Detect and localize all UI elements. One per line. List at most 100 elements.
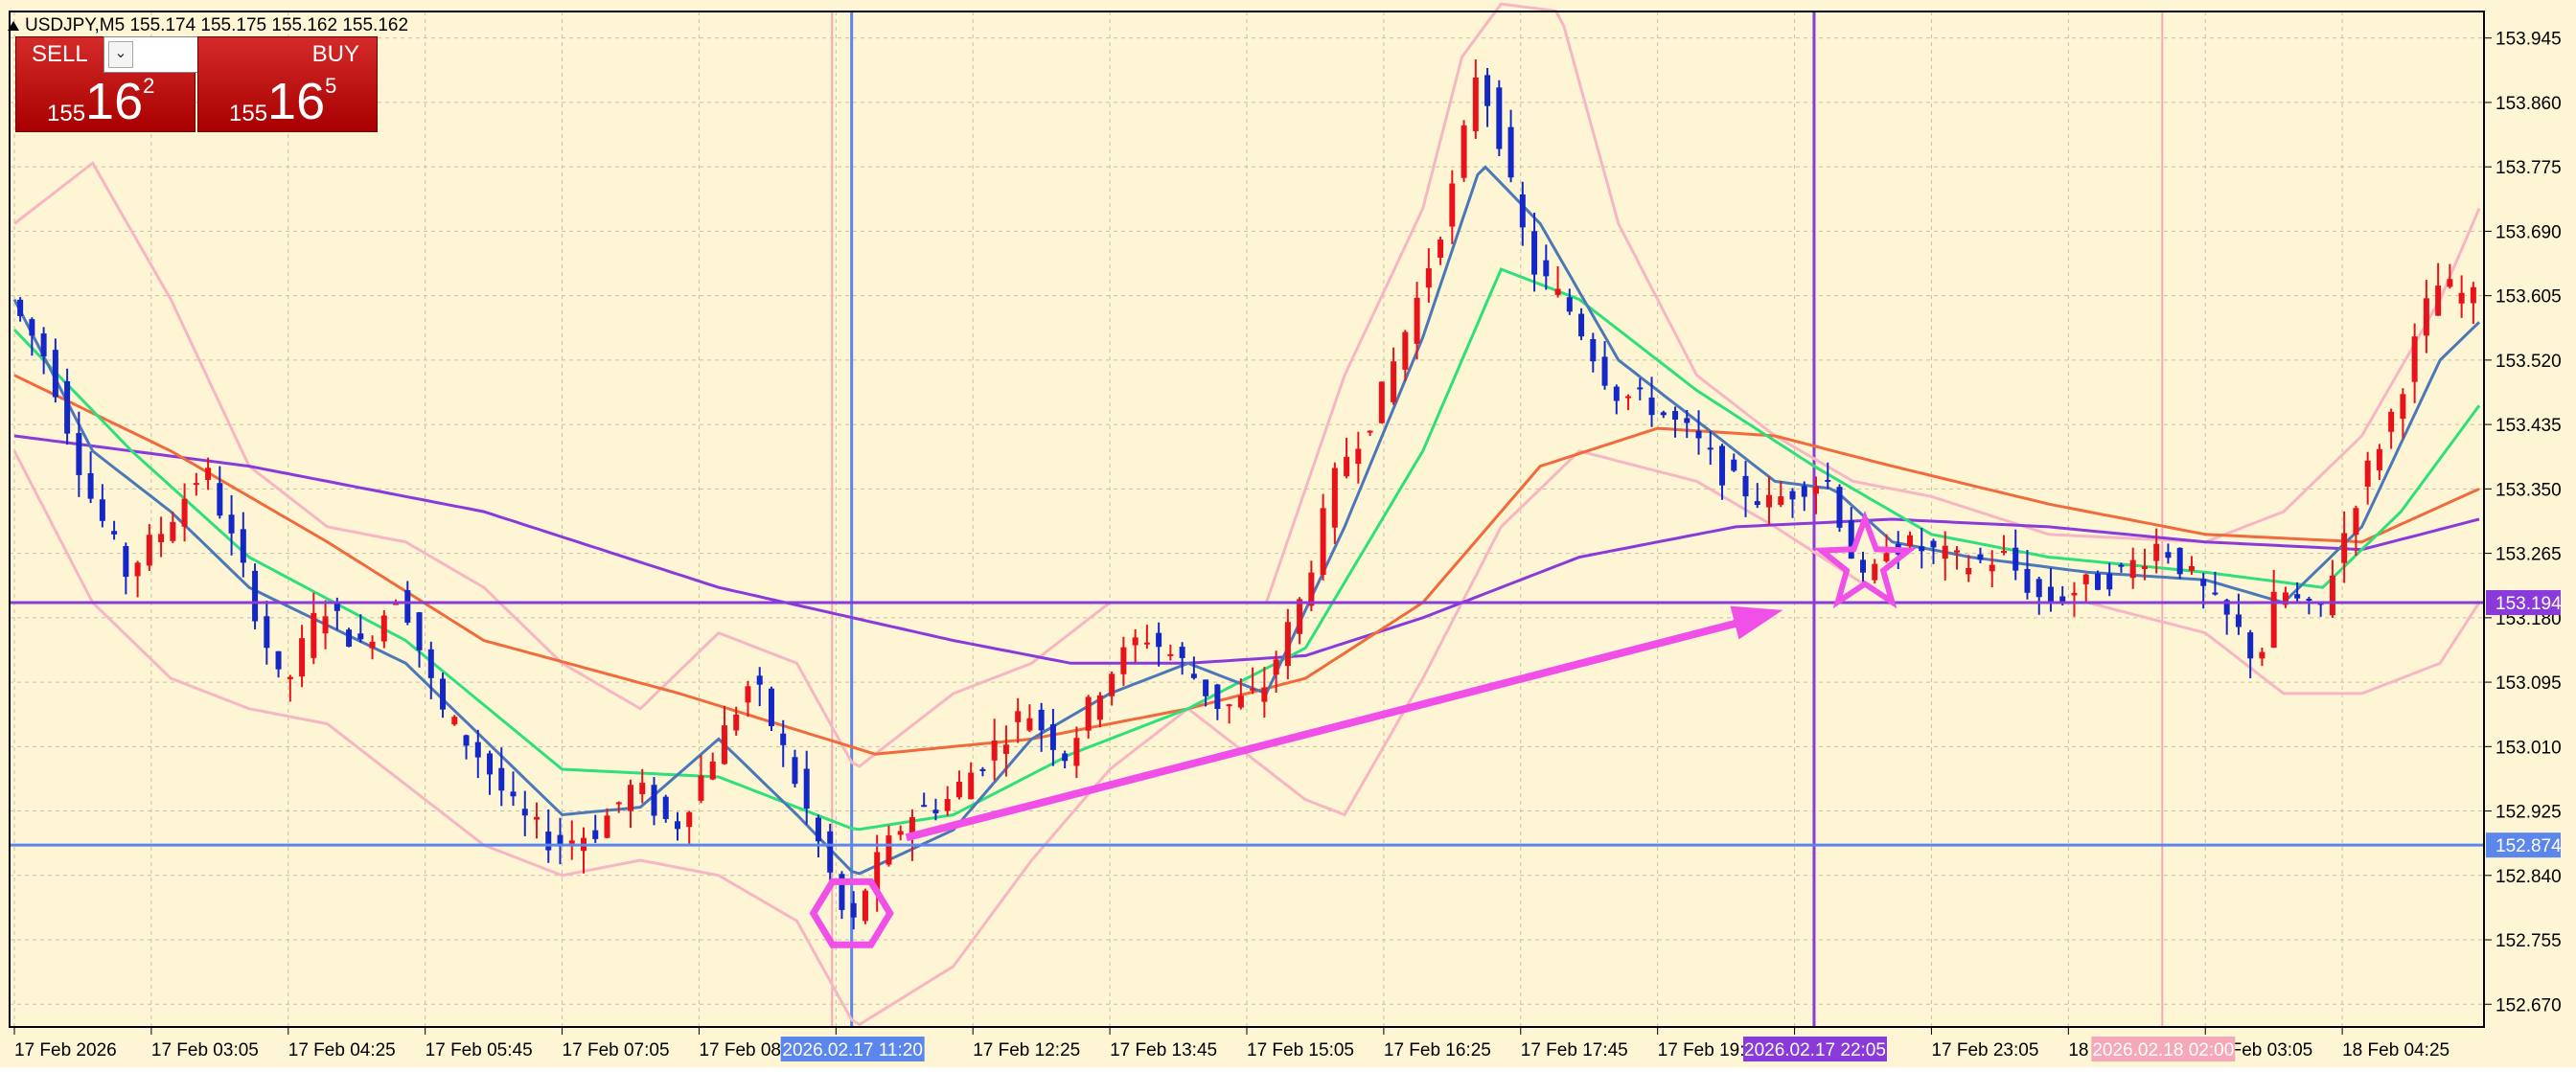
candle <box>1625 394 1632 411</box>
buy-button[interactable]: BUY 155165 <box>197 36 378 132</box>
sell-label: SELL <box>32 41 88 67</box>
candle <box>733 706 740 736</box>
candle <box>1707 431 1714 466</box>
candle <box>510 771 517 807</box>
candle-body <box>40 333 47 357</box>
candle-body <box>1989 564 1995 572</box>
candle <box>2223 598 2230 635</box>
candle <box>217 466 223 519</box>
candle-body <box>416 612 423 650</box>
candle-body <box>815 817 821 842</box>
candle-body <box>322 616 329 634</box>
candle <box>1989 550 1995 588</box>
candle-body <box>463 735 470 746</box>
candle-body <box>193 483 199 486</box>
buy-quote: 155165 <box>229 74 336 127</box>
candle-body <box>440 678 447 710</box>
candle-body <box>1742 475 1749 497</box>
candle <box>991 718 998 781</box>
y-tick-label: 153.945 <box>2496 30 2562 50</box>
candle-body <box>287 676 293 679</box>
candle-body <box>2259 651 2266 659</box>
candle <box>99 484 105 528</box>
candle <box>721 705 727 765</box>
candle-body <box>1261 687 1268 702</box>
candle <box>1531 213 1538 292</box>
candle <box>2458 275 2465 318</box>
candle-body <box>1120 647 1127 674</box>
candle <box>440 673 447 718</box>
candle-body <box>1331 468 1338 528</box>
candle-body <box>1484 75 1491 106</box>
candle <box>792 749 798 787</box>
candle-body <box>803 768 810 810</box>
y-tick-label: 152.925 <box>2496 803 2562 823</box>
candle <box>1179 642 1185 675</box>
candle-body <box>1226 704 1232 707</box>
candle <box>380 610 387 649</box>
y-tick-label: 153.860 <box>2496 94 2562 114</box>
candle-body <box>709 761 716 780</box>
axes: 153.945 153.860 153.775 153.690 153.605 153.5… <box>9 11 2562 1061</box>
candle <box>474 729 481 779</box>
candle <box>1754 483 1760 509</box>
candle <box>252 563 259 630</box>
candle-body <box>1566 297 1573 312</box>
candle <box>1026 704 1033 733</box>
candle <box>897 825 904 841</box>
price-levels[interactable] <box>10 601 2484 847</box>
candle-body <box>839 874 845 910</box>
candle <box>615 801 622 813</box>
candle <box>1449 170 1456 244</box>
candle-body <box>2458 292 2465 304</box>
candle-body <box>862 890 868 922</box>
candle-body <box>1543 260 1550 277</box>
candle <box>463 734 470 760</box>
candle <box>134 560 141 598</box>
candle-body <box>404 590 411 623</box>
candle <box>487 750 494 795</box>
price-level-box <box>2486 833 2561 858</box>
grid-lines <box>10 11 2484 1027</box>
y-tick-label: 153.775 <box>2496 158 2562 178</box>
candle-body <box>2364 460 2371 487</box>
candle-body <box>955 781 962 798</box>
lot-decrease-button[interactable]: ⌄ <box>108 41 133 68</box>
candle-body <box>721 725 727 764</box>
candle-body <box>2165 552 2172 559</box>
candle-body <box>1391 361 1397 402</box>
candle <box>310 592 317 665</box>
candle-body <box>1496 87 1503 149</box>
price-level-box <box>2486 590 2561 616</box>
candle <box>1414 282 1420 360</box>
candle-body <box>2118 564 2125 567</box>
candle-body <box>686 811 693 828</box>
candle-body <box>334 603 340 611</box>
candle <box>2411 323 2418 403</box>
candle <box>674 811 680 841</box>
candle <box>1637 377 1644 400</box>
candle-body <box>1684 418 1690 423</box>
candle <box>2435 262 2442 316</box>
candle-body <box>134 562 141 577</box>
candle-body <box>1848 520 1854 559</box>
candle-body <box>1308 572 1315 606</box>
annotations[interactable] <box>809 510 1917 948</box>
candle-body <box>393 603 400 605</box>
candle <box>2141 548 2148 581</box>
candle-body <box>310 612 317 658</box>
candle-body <box>1531 231 1538 275</box>
x-tick-label: 17 Feb 07:05 <box>563 1040 670 1061</box>
candle <box>1226 703 1232 724</box>
candle-body <box>733 714 740 731</box>
candle-body <box>897 831 904 835</box>
collapse-arrow-icon[interactable] <box>8 21 19 31</box>
candle-body <box>2047 586 2054 603</box>
candle-body <box>2247 632 2254 659</box>
candle <box>780 719 787 767</box>
candle <box>932 798 939 821</box>
candle <box>1391 347 1397 405</box>
candle <box>2364 451 2371 505</box>
